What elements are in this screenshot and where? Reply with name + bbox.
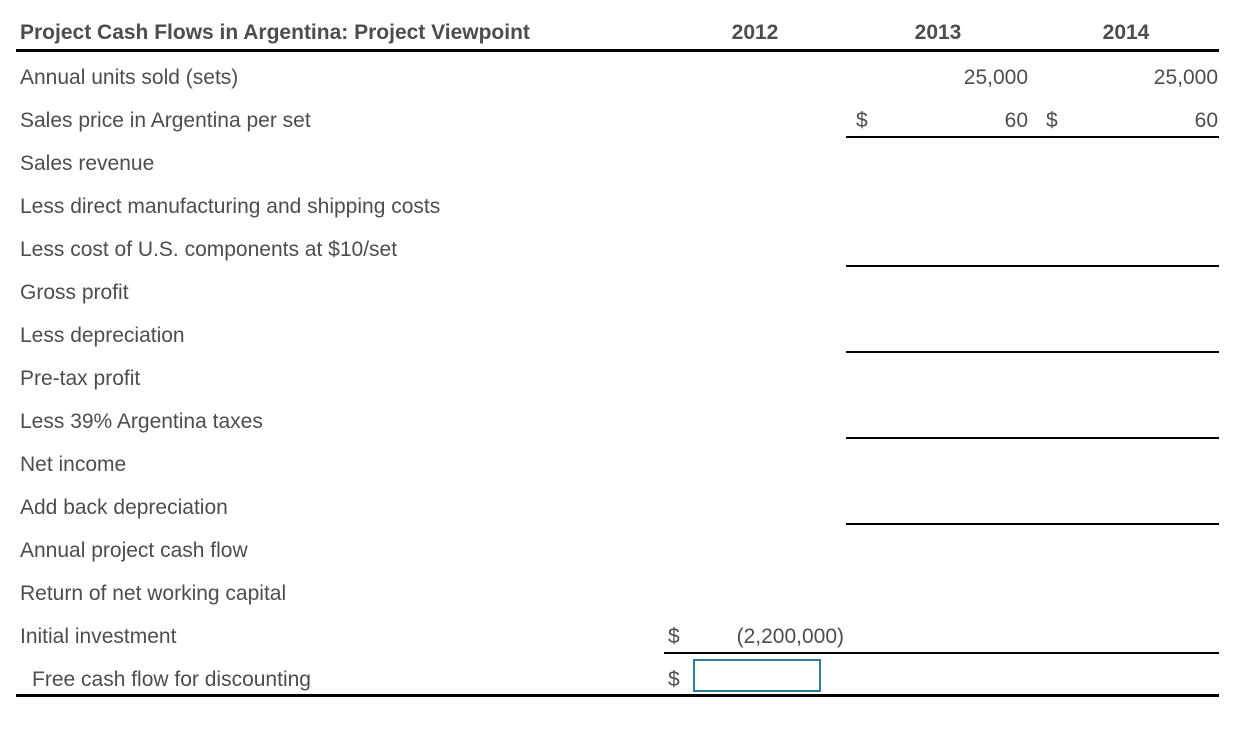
row-label: Annual project cash flow	[20, 539, 248, 562]
currency-symbol: $	[668, 625, 680, 648]
table-row-sales-price: Sales price in Argentina per set $ 60 $ …	[0, 95, 1255, 138]
column-header-2013: 2013	[914, 21, 962, 44]
table-bottom-border	[16, 694, 1219, 697]
cell-value-2012: (2,200,000)	[736, 625, 844, 648]
table-row-direct-costs: Less direct manufacturing and shipping c…	[0, 181, 1255, 224]
row-label: Initial investment	[20, 625, 177, 648]
currency-symbol: $	[856, 109, 868, 132]
table-row-pretax-profit: Pre-tax profit	[0, 353, 1255, 396]
table-row-annual-units-sold: Annual units sold (sets) 25,000 25,000	[0, 52, 1255, 95]
row-label: Less depreciation	[20, 324, 185, 347]
currency-symbol: $	[1046, 109, 1058, 132]
row-label: Net income	[20, 453, 127, 476]
cell-value-2013: 25,000	[963, 66, 1028, 89]
table-row-argentina-taxes: Less 39% Argentina taxes	[0, 396, 1255, 439]
cell-underline	[846, 437, 1219, 439]
free-cash-flow-input[interactable]	[692, 659, 821, 692]
table-row-free-cash-flow: Free cash flow for discounting $	[0, 654, 1255, 697]
total-underline	[664, 652, 1219, 654]
table-row-gross-profit: Gross profit	[0, 267, 1255, 310]
row-label: Return of net working capital	[20, 582, 287, 605]
table-row-annual-project-cash-flow: Annual project cash flow	[0, 525, 1255, 568]
header-underline	[16, 49, 1219, 52]
table-row-return-nwc: Return of net working capital	[0, 568, 1255, 611]
cell-value-2013: 60	[1004, 109, 1028, 132]
table-title: Project Cash Flows in Argentina: Project…	[20, 21, 530, 44]
cell-2012: $	[664, 659, 846, 692]
table-row-net-income: Net income	[0, 439, 1255, 482]
cell-2013: 25,000	[846, 66, 1030, 90]
table-header-row: Project Cash Flows in Argentina: Project…	[0, 0, 1255, 52]
column-header-2012: 2012	[731, 21, 779, 44]
row-label: Less 39% Argentina taxes	[20, 410, 263, 433]
column-header-2014: 2014	[1102, 21, 1150, 44]
table-body: Annual units sold (sets) 25,000 25,000 S…	[0, 52, 1255, 697]
cell-value-2014: 25,000	[1153, 66, 1218, 89]
row-label: Gross profit	[20, 281, 129, 304]
table-row-us-components: Less cost of U.S. components at $10/set	[0, 224, 1255, 267]
row-label: Pre-tax profit	[20, 367, 141, 390]
row-label: Annual units sold (sets)	[20, 66, 239, 89]
row-label: Sales price in Argentina per set	[20, 109, 311, 132]
table-row-less-depreciation: Less depreciation	[0, 310, 1255, 353]
table-row-add-back-depreciation: Add back depreciation	[0, 482, 1255, 525]
cell-2012: $ (2,200,000)	[664, 625, 846, 649]
row-label: Less direct manufacturing and shipping c…	[20, 195, 441, 218]
table-row-sales-revenue: Sales revenue	[0, 138, 1255, 181]
row-label: Less cost of U.S. components at $10/set	[20, 238, 398, 261]
table-row-initial-investment: Initial investment $ (2,200,000)	[0, 611, 1255, 654]
cell-value-2014: 60	[1194, 109, 1218, 132]
currency-symbol: $	[668, 668, 680, 691]
cell-2013: $ 60	[846, 109, 1030, 133]
row-label: Free cash flow for discounting	[32, 668, 311, 691]
cell-underline	[846, 265, 1219, 267]
cell-underline	[846, 136, 1219, 138]
cell-underline	[846, 523, 1219, 525]
row-label: Sales revenue	[20, 152, 155, 175]
cell-2014: 25,000	[1034, 66, 1218, 90]
cell-2014: $ 60	[1034, 109, 1218, 133]
cell-underline	[846, 351, 1219, 353]
row-label: Add back depreciation	[20, 496, 228, 519]
